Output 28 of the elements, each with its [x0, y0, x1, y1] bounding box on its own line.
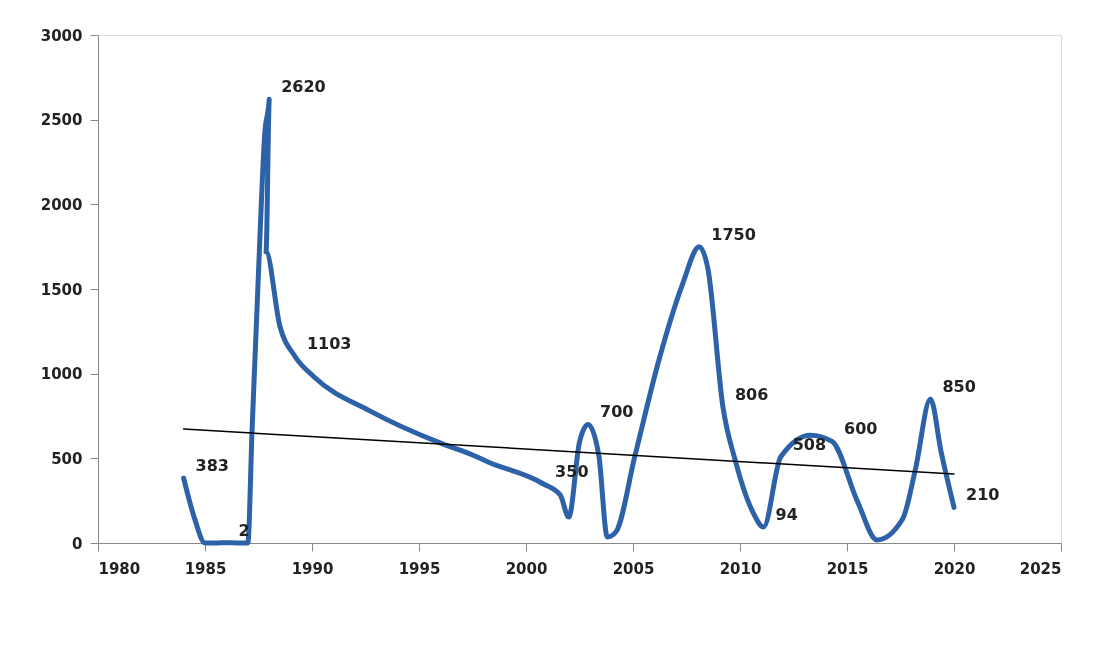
data-label: 210 [966, 485, 1000, 505]
x-tick-label: 1990 [291, 559, 334, 578]
data-label: 1750 [711, 224, 756, 244]
x-tick-label: 1985 [184, 559, 227, 578]
data-label: 850 [942, 377, 976, 397]
y-tick-label: 3000 [40, 26, 83, 45]
y-tick-label: 2000 [40, 195, 83, 214]
data-label: 383 [195, 456, 230, 476]
data-label: 94 [775, 505, 798, 525]
x-tick-label: 2025 [1019, 559, 1062, 578]
y-tick-label: 2500 [40, 111, 83, 130]
data-label: 700 [600, 402, 634, 422]
y-tick-label: 500 [51, 449, 83, 468]
x-tick-label: 1995 [398, 559, 441, 578]
x-tick-label: 2020 [933, 559, 976, 578]
data-label: 508 [792, 434, 827, 454]
x-tick-label: 1980 [98, 559, 141, 578]
x-tick-label: 2010 [719, 559, 762, 578]
x-tick-label: 2015 [826, 559, 869, 578]
data-label: 806 [734, 384, 769, 404]
x-tick-label: 2000 [505, 559, 548, 578]
data-label: 600 [844, 419, 878, 439]
data-label: 2620 [281, 77, 326, 97]
y-tick-label: 0 [72, 534, 83, 553]
data-label: 1103 [306, 334, 352, 354]
y-tick-label: 1500 [40, 280, 83, 299]
x-tick-label: 2005 [612, 559, 655, 578]
y-tick-label: 1000 [40, 365, 83, 384]
